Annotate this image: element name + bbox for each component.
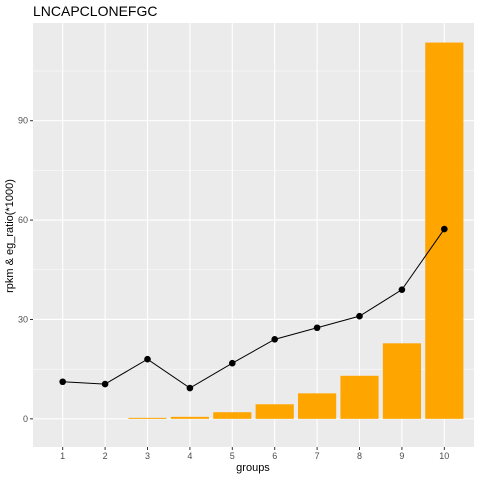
x-axis-label: groups bbox=[236, 462, 270, 474]
line-point bbox=[144, 355, 151, 363]
bar bbox=[255, 404, 294, 419]
bar bbox=[382, 343, 421, 419]
x-tick-label: 10 bbox=[439, 451, 449, 461]
x-tick-label: 6 bbox=[272, 451, 277, 461]
chart-title: LNCAPCLONEFGC bbox=[33, 3, 157, 19]
line-point bbox=[228, 359, 236, 367]
x-tick-label: 4 bbox=[187, 451, 192, 461]
x-tick-label: 3 bbox=[145, 451, 150, 461]
line-point bbox=[186, 384, 194, 392]
y-axis-label: rpkm & eg_ratio(*1000) bbox=[4, 179, 16, 293]
y-tick-label: 30 bbox=[18, 314, 28, 324]
line-point bbox=[356, 312, 363, 320]
line-series bbox=[62, 228, 445, 389]
bar bbox=[128, 417, 167, 419]
x-tick-label: 9 bbox=[399, 451, 404, 461]
line-point bbox=[271, 336, 279, 343]
x-tick-label: 1 bbox=[60, 451, 65, 461]
bar bbox=[213, 412, 252, 419]
bar bbox=[340, 375, 379, 419]
line-point bbox=[59, 378, 66, 386]
line-points bbox=[59, 225, 448, 392]
x-tick-label: 2 bbox=[103, 451, 108, 461]
y-tick-label: 60 bbox=[18, 215, 28, 225]
x-tick-label: 5 bbox=[230, 451, 235, 461]
line-point bbox=[313, 324, 321, 332]
line-point bbox=[101, 380, 109, 388]
y-tick-label: 0 bbox=[23, 414, 28, 424]
line-point bbox=[398, 286, 406, 293]
line-point bbox=[441, 225, 448, 233]
bar-series bbox=[128, 42, 464, 419]
bar bbox=[298, 393, 337, 419]
y-tick-label: 90 bbox=[18, 116, 28, 126]
bar bbox=[170, 416, 209, 419]
line-path bbox=[62, 228, 445, 389]
x-axis-ticks: 1 2 3 4 5 6 7 8 9 10 bbox=[60, 447, 449, 461]
x-tick-label: 7 bbox=[315, 451, 320, 461]
y-axis-ticks: 0 30 60 90 bbox=[18, 116, 33, 424]
x-tick-label: 8 bbox=[357, 451, 362, 461]
